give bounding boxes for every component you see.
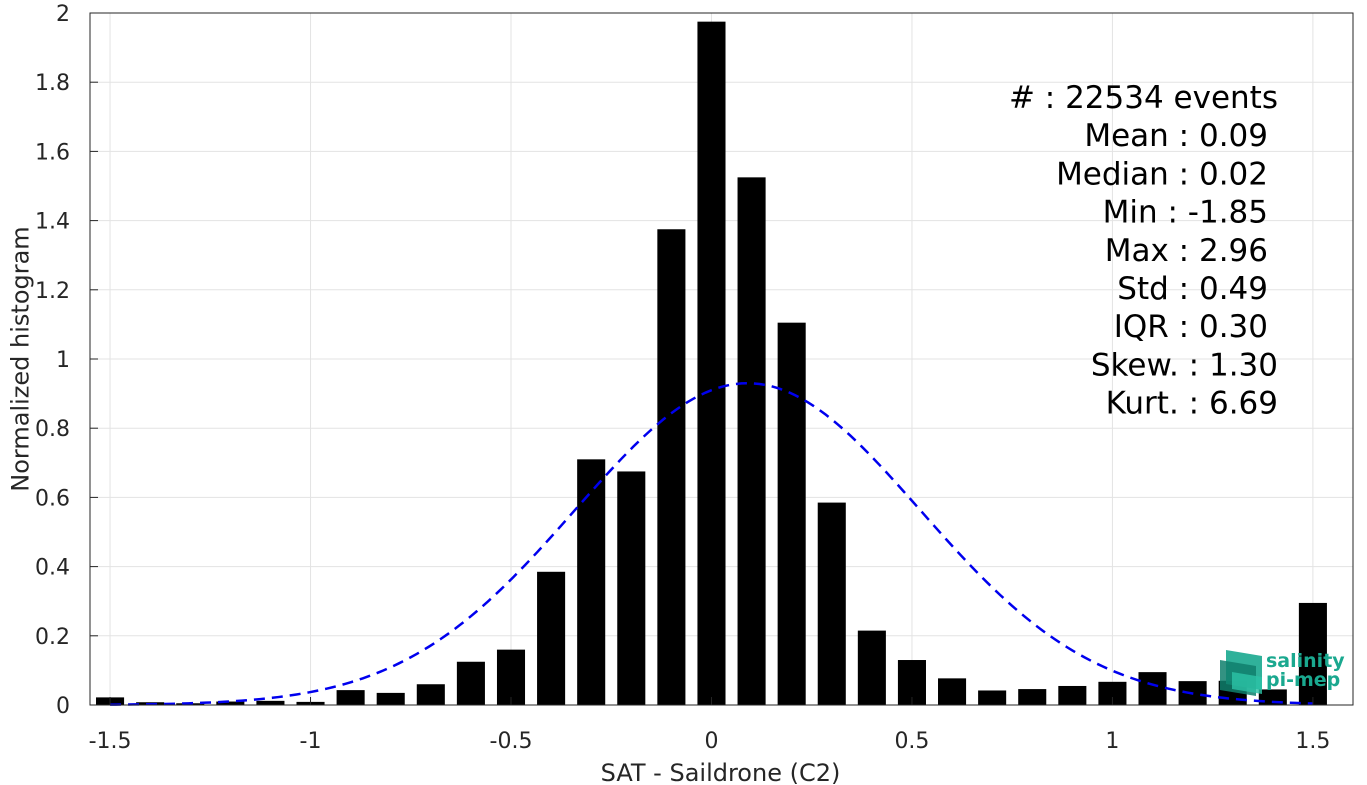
stat-value: : 2.96 — [1179, 233, 1268, 269]
stat-value: : 0.49 — [1179, 271, 1268, 307]
histogram-bar — [1018, 689, 1047, 705]
stat-line: Mean : 0.09 — [1084, 118, 1268, 154]
stat-name: # — [1009, 80, 1045, 116]
stat-value: : -1.85 — [1167, 195, 1268, 231]
stat-name: Median — [1056, 156, 1179, 192]
histogram-bar — [617, 471, 646, 705]
y-axis-label: Normalized histogram — [6, 226, 34, 491]
histogram-bar — [496, 649, 526, 705]
histogram-bar — [1098, 681, 1127, 705]
y-tick-label: 1.8 — [35, 71, 70, 96]
stat-line: Skew. : 1.30 — [1091, 347, 1278, 383]
histogram-bar — [456, 661, 485, 705]
y-tick-label: 0 — [56, 694, 70, 719]
x-tick-label: 1.5 — [1295, 729, 1330, 754]
histogram-bar — [1058, 685, 1087, 705]
histogram-bar — [336, 690, 365, 705]
stat-name: Min — [1103, 195, 1168, 231]
histogram-bar — [657, 229, 686, 705]
stat-line: Median : 0.02 — [1056, 156, 1268, 192]
logo-text-salinity: salinity — [1266, 650, 1345, 672]
y-tick-label: 2 — [56, 2, 70, 27]
histogram-bar — [857, 630, 886, 705]
logo-text-pimep: pi-mep — [1266, 669, 1340, 691]
y-tick-label: 0.4 — [35, 556, 70, 581]
histogram-bar — [777, 322, 806, 705]
stat-name: Mean — [1084, 118, 1178, 154]
x-tick-label: -0.5 — [490, 729, 533, 754]
stat-name: Max — [1105, 233, 1179, 269]
stat-value: : 22534 events — [1045, 80, 1278, 116]
y-tick-label: 1.4 — [35, 210, 70, 235]
histogram-bar — [817, 502, 846, 705]
logo-mark-icon — [1220, 650, 1262, 696]
x-tick-label: 0.5 — [894, 729, 929, 754]
histogram-bar — [216, 701, 245, 705]
histogram-bar — [697, 21, 726, 705]
stat-name: Skew. — [1091, 347, 1189, 383]
x-tick-label: 0 — [704, 729, 718, 754]
stat-name: Std — [1117, 271, 1178, 307]
x-tick-label: 1 — [1105, 729, 1119, 754]
stat-line: IQR : 0.30 — [1114, 309, 1268, 345]
histogram-bar — [416, 684, 445, 705]
x-tick-label: -1 — [300, 729, 322, 754]
y-tick-label: 0.2 — [35, 625, 70, 650]
histogram-bar — [577, 459, 606, 705]
stat-value: : 6.69 — [1189, 386, 1278, 422]
stat-line: # : 22534 events — [1009, 80, 1278, 116]
y-tick-label: 0.8 — [35, 417, 70, 442]
x-tick-label: -1.5 — [89, 729, 132, 754]
stat-value: : 1.30 — [1189, 347, 1278, 383]
stat-name: Kurt. — [1106, 386, 1189, 422]
stat-line: Max : 2.96 — [1105, 233, 1268, 269]
stat-line: Std : 0.49 — [1117, 271, 1268, 307]
histogram-bar — [256, 700, 285, 705]
stat-value: : 0.02 — [1179, 156, 1268, 192]
stat-line: Min : -1.85 — [1103, 195, 1268, 231]
histogram-bar — [1138, 672, 1167, 705]
histogram-bar — [938, 678, 967, 705]
normal-fit-curve — [110, 381, 1313, 706]
bars-group — [96, 21, 1327, 706]
stat-name: IQR — [1114, 309, 1179, 345]
histogram-bar — [376, 692, 405, 705]
histogram-bar — [1298, 602, 1327, 705]
histogram-bar — [537, 571, 566, 705]
histogram-bar — [737, 177, 766, 706]
histogram-bar — [978, 690, 1007, 705]
x-axis-label: SAT - Saildrone (C2) — [601, 759, 841, 785]
stat-value: : 0.09 — [1179, 118, 1268, 154]
salinity-pimep-logo: salinity pi-mep — [1220, 650, 1345, 696]
stat-line: Kurt. : 6.69 — [1106, 386, 1278, 422]
y-tick-label: 0.6 — [35, 486, 70, 511]
y-axis-ticks: 0 0.2 0.4 0.6 0.8 1 1.2 1.4 1.6 1.8 2 — [35, 2, 98, 719]
y-tick-label: 1.2 — [35, 279, 70, 304]
stat-value: : 0.30 — [1179, 309, 1268, 345]
x-axis-ticks: -1.5 -1 -0.5 0 0.5 1 1.5 — [89, 697, 1330, 754]
y-tick-label: 1.6 — [35, 140, 70, 165]
y-tick-label: 1 — [56, 348, 70, 373]
